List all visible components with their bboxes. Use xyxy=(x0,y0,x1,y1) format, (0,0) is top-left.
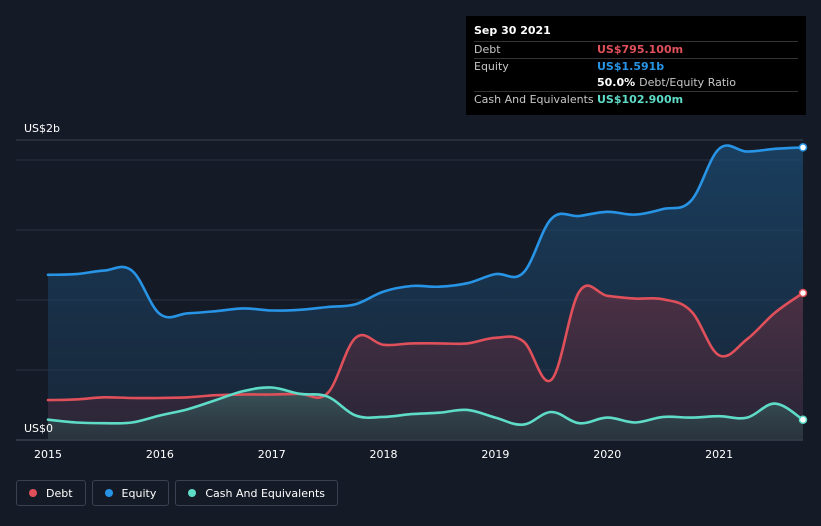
tooltip-debt-label: Debt xyxy=(474,43,501,56)
tooltip-equity-label: Equity xyxy=(474,60,509,73)
tooltip-cash-value: US$102.900m xyxy=(597,93,684,106)
marker-debt xyxy=(798,288,808,298)
legend-label-debt: Debt xyxy=(46,486,73,500)
x-tick-2017: 2017 xyxy=(258,448,286,461)
tooltip-equity-value: US$1.591b xyxy=(597,60,665,73)
series-areas xyxy=(48,145,803,440)
legend-dot-debt xyxy=(29,489,37,497)
legend-item-equity[interactable]: Equity xyxy=(91,480,170,506)
tooltip-ratio-label: Debt/Equity Ratio xyxy=(639,76,736,89)
end-markers xyxy=(798,143,808,424)
axis-labels: 2015 2016 2017 2018 2019 2020 2021 US$2b US$0 xyxy=(24,122,733,461)
y-tick-us-2b: US$2b xyxy=(24,122,60,135)
line-debt xyxy=(46,284,805,402)
x-tick-2015: 2015 xyxy=(34,448,62,461)
legend-label-cash: Cash And Equivalents xyxy=(205,486,325,500)
tooltip-row-debt: Debt US$795.100m xyxy=(474,42,798,59)
tooltip-debt-value: US$795.100m xyxy=(597,43,684,56)
marker-cash-and-equivalents xyxy=(798,415,808,424)
tooltip-row-cash: Cash And Equivalents US$102.900m xyxy=(474,92,798,108)
x-tick-2021: 2021 xyxy=(705,448,733,461)
line-equity xyxy=(46,144,805,319)
legend-dot-cash xyxy=(188,489,197,497)
tooltip-ratio-value: 50.0% xyxy=(597,76,636,89)
tooltip-cash-label: Cash And Equivalents xyxy=(474,93,594,106)
tooltip-row-ratio: 50.0% Debt/Equity Ratio xyxy=(474,75,798,92)
tooltip-date: Sep 30 2021 xyxy=(474,22,798,42)
tooltip-row-equity: Equity US$1.591b xyxy=(474,59,798,75)
line-cash-and-equivalents xyxy=(46,386,805,426)
y-tick-us-0: US$0 xyxy=(24,422,53,435)
legend-dot-equity xyxy=(104,489,113,497)
tooltip-panel: Sep 30 2021 Debt US$795.100m Equity US$1… xyxy=(466,16,806,115)
x-tick-2019: 2019 xyxy=(481,448,509,461)
chart-legend: Debt Equity Cash And Equivalents xyxy=(16,480,338,507)
x-tick-2020: 2020 xyxy=(593,448,621,461)
legend-item-debt[interactable]: Debt xyxy=(16,480,86,506)
legend-item-cash[interactable]: Cash And Equivalents xyxy=(175,480,338,506)
marker-equity xyxy=(798,143,808,152)
x-tick-2018: 2018 xyxy=(370,448,398,461)
series-lines xyxy=(46,144,805,426)
legend-label-equity: Equity xyxy=(121,486,157,500)
x-tick-2016: 2016 xyxy=(146,448,174,461)
